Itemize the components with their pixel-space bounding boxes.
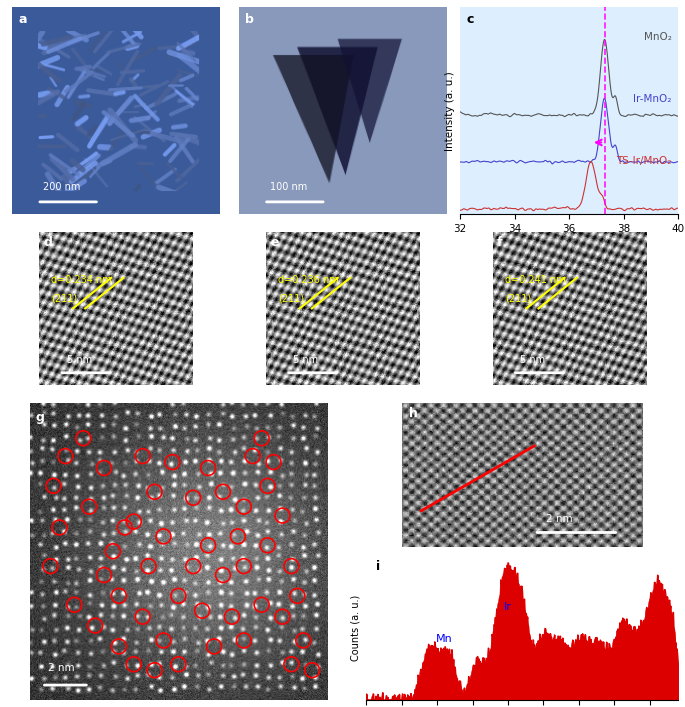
MnO₂ [506,112,514,121]
Ir-MnO₂ [622,158,630,166]
Text: TS-Ir/MnO₂: TS-Ir/MnO₂ [616,156,671,166]
MnO₂ [645,111,653,119]
TS-Ir/MnO₂ [674,204,682,213]
Line: Ir-MnO₂: Ir-MnO₂ [460,98,678,164]
MnO₂ [456,107,464,116]
Text: (211): (211) [505,293,531,303]
Text: c: c [466,13,474,26]
MnO₂ [622,112,630,120]
Text: 5 nm: 5 nm [67,355,92,365]
MnO₂ [674,112,682,121]
Text: 2 nm: 2 nm [47,663,74,673]
Ir-MnO₂ [583,157,591,165]
Text: e: e [271,236,279,250]
TS-Ir/MnO₂ [587,158,595,166]
MnO₂ [469,112,477,120]
Line: MnO₂: MnO₂ [460,40,678,117]
TS-Ir/MnO₂ [583,170,591,179]
Ir-MnO₂ [588,156,597,164]
Text: 2 nm: 2 nm [546,514,573,524]
Text: (211): (211) [51,293,77,303]
Text: 100 nm: 100 nm [270,182,307,192]
MnO₂ [588,110,597,118]
TS-Ir/MnO₂ [469,204,477,213]
Text: MnO₂: MnO₂ [644,32,671,42]
Ir-MnO₂ [595,130,603,139]
Ir-MnO₂ [600,94,608,103]
TS-Ir/MnO₂ [589,161,597,170]
MnO₂ [595,78,603,87]
Text: 200 nm: 200 nm [43,182,81,192]
TS-Ir/MnO₂ [622,206,630,214]
X-axis label: 2θ(°): 2θ(°) [555,240,584,250]
MnO₂ [583,112,591,120]
Text: d=0.234 nm: d=0.234 nm [51,275,112,285]
Text: d: d [44,236,53,250]
Ir-MnO₂ [645,158,653,166]
Text: 5 nm: 5 nm [293,355,319,365]
Text: a: a [18,13,27,26]
MnO₂ [600,35,608,44]
Text: Mn: Mn [436,634,453,644]
Text: d=0.236 nm: d=0.236 nm [278,275,339,285]
Text: Ir: Ir [504,602,512,612]
TS-Ir/MnO₂ [456,206,464,214]
TS-Ir/MnO₂ [595,188,603,197]
Text: h: h [409,407,418,420]
Ir-MnO₂ [674,158,682,166]
Y-axis label: Intensity (a. u.): Intensity (a. u.) [445,71,455,151]
Ir-MnO₂ [469,157,477,165]
Y-axis label: Counts (a. u.): Counts (a. u.) [351,595,361,661]
Text: f: f [497,236,503,250]
Ir-MnO₂ [548,160,556,168]
Text: d=0.241 nm: d=0.241 nm [505,275,566,285]
Text: b: b [245,13,254,26]
Text: g: g [36,411,45,424]
Text: (211): (211) [278,293,304,303]
Line: TS-Ir/MnO₂: TS-Ir/MnO₂ [460,162,678,211]
TS-Ir/MnO₂ [645,205,653,214]
TS-Ir/MnO₂ [530,206,538,215]
Text: 5 nm: 5 nm [520,355,545,365]
Ir-MnO₂ [456,158,464,166]
Text: i: i [375,560,379,573]
Text: Ir-MnO₂: Ir-MnO₂ [633,94,671,104]
